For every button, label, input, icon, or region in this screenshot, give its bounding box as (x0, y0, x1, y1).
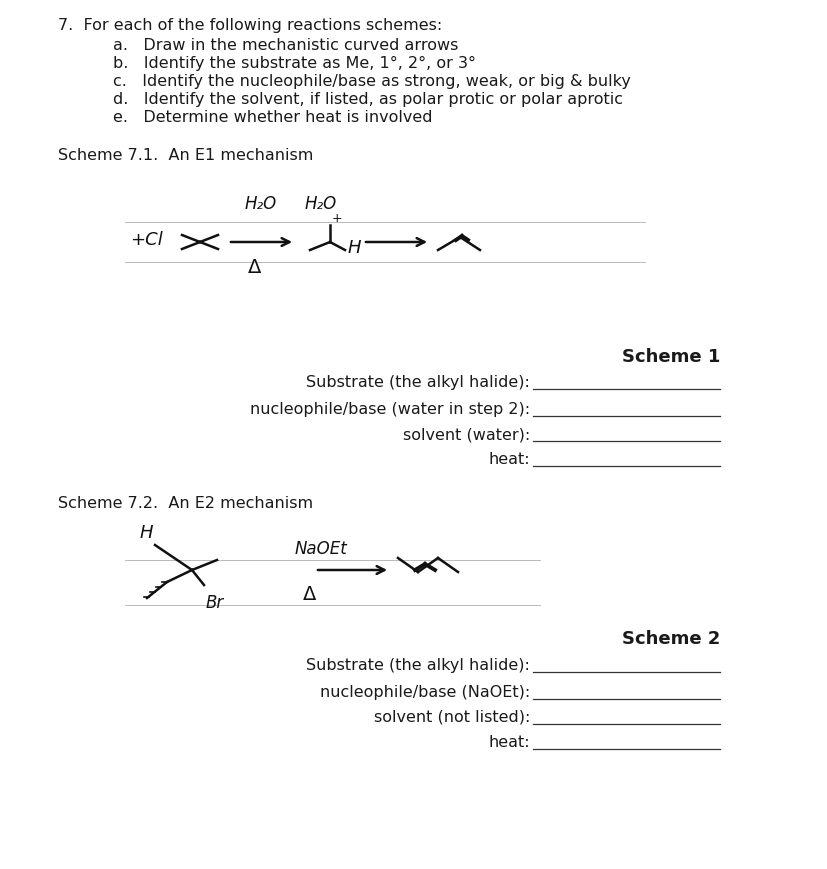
Text: Br: Br (206, 594, 224, 612)
Text: Substrate (the alkyl halide):: Substrate (the alkyl halide): (306, 375, 529, 390)
Text: +: + (332, 212, 342, 225)
Text: c.   Identify the nucleophile/base as strong, weak, or big & bulky: c. Identify the nucleophile/base as stro… (112, 74, 630, 89)
Text: a.   Draw in the mechanistic curved arrows: a. Draw in the mechanistic curved arrows (112, 38, 458, 53)
Text: NaOEt: NaOEt (294, 540, 347, 558)
Text: nucleophile/base (NaOEt):: nucleophile/base (NaOEt): (319, 685, 529, 700)
Text: Substrate (the alkyl halide):: Substrate (the alkyl halide): (306, 658, 529, 673)
Text: heat:: heat: (488, 735, 529, 750)
Text: Δ: Δ (303, 585, 316, 604)
Text: H₂O: H₂O (245, 195, 277, 213)
Text: Scheme 7.1.  An E1 mechanism: Scheme 7.1. An E1 mechanism (58, 148, 313, 163)
Text: +Cl: +Cl (130, 231, 163, 249)
Text: solvent (not listed):: solvent (not listed): (373, 710, 529, 725)
Text: H: H (140, 524, 153, 542)
Text: d.   Identify the solvent, if listed, as polar protic or polar aprotic: d. Identify the solvent, if listed, as p… (112, 92, 622, 107)
Text: H₂O: H₂O (304, 195, 337, 213)
Text: e.   Determine whether heat is involved: e. Determine whether heat is involved (112, 110, 432, 125)
Text: Scheme 7.2.  An E2 mechanism: Scheme 7.2. An E2 mechanism (58, 496, 313, 511)
Text: Δ: Δ (248, 258, 261, 277)
Text: heat:: heat: (488, 452, 529, 467)
Text: b.   Identify the substrate as Me, 1°, 2°, or 3°: b. Identify the substrate as Me, 1°, 2°,… (112, 56, 476, 71)
Text: solvent (water):: solvent (water): (402, 427, 529, 442)
Text: 7.  For each of the following reactions schemes:: 7. For each of the following reactions s… (58, 18, 442, 33)
Text: nucleophile/base (water in step 2):: nucleophile/base (water in step 2): (250, 402, 529, 417)
Text: H: H (347, 239, 361, 257)
Text: Scheme 2: Scheme 2 (621, 630, 719, 648)
Text: Scheme 1: Scheme 1 (621, 348, 719, 366)
